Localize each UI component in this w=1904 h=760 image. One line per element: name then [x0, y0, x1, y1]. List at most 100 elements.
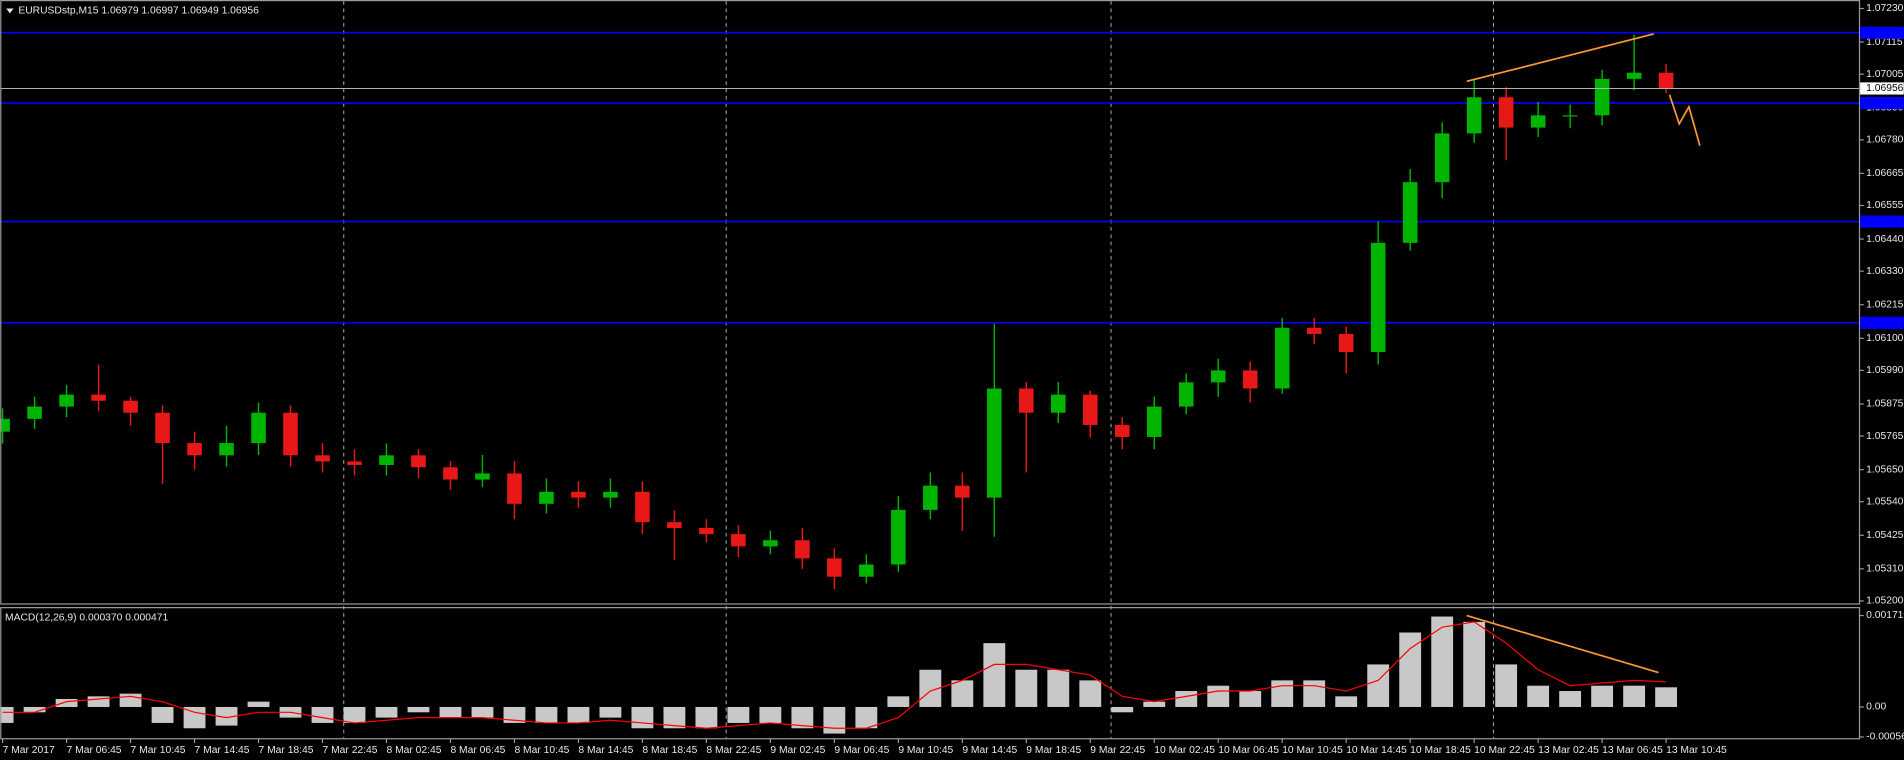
- y-tick-label: -0.000563: [1866, 732, 1904, 743]
- x-tick-label: 7 Mar 22:45: [323, 745, 378, 756]
- macd-bar: [919, 669, 942, 707]
- macd-bar: [439, 706, 462, 718]
- candle-body: [507, 473, 522, 504]
- candle-body: [1466, 97, 1482, 134]
- x-tick-label: 9 Mar 18:45: [1026, 745, 1081, 756]
- macd-bar: [343, 706, 366, 723]
- macd-bar: [1367, 664, 1390, 707]
- menu-triangle[interactable]: [6, 8, 14, 14]
- macd-bar: [631, 706, 654, 729]
- macd-bar: [887, 696, 910, 707]
- candle-body: [1274, 327, 1290, 389]
- candle-body: [1051, 394, 1066, 413]
- candle-body: [219, 443, 234, 456]
- candle-body: [283, 412, 298, 456]
- macd-bar: [311, 706, 334, 723]
- x-tick-label: 13 Mar 10:45: [1666, 745, 1727, 756]
- macd-bar: [823, 706, 846, 734]
- macd-bar: [503, 706, 526, 723]
- candle-body: [1178, 382, 1194, 407]
- candle-body: [1114, 424, 1130, 437]
- macd-bar: [1143, 701, 1166, 707]
- candle-body: [603, 491, 618, 498]
- macd-bar: [951, 680, 974, 707]
- candle-body: [475, 473, 490, 480]
- macd-bar: [1495, 664, 1518, 707]
- macd-bar: [151, 706, 174, 723]
- macd-bar: [1239, 691, 1262, 707]
- x-tick-label: 9 Mar 10:45: [898, 745, 953, 756]
- macd-bar: [759, 706, 782, 723]
- x-tick-label: 13 Mar 06:45: [1602, 745, 1663, 756]
- macd-bar: [855, 706, 878, 729]
- macd-bar: [119, 693, 142, 707]
- macd-bar: [1015, 669, 1038, 707]
- candle-body: [187, 443, 202, 456]
- candle-body: [923, 485, 938, 510]
- y-tick-label: 1.05875: [1866, 399, 1903, 410]
- y-tick-label: 1.06100: [1866, 333, 1903, 344]
- macd-bar: [1175, 691, 1198, 707]
- x-tick-label: 8 Mar 18:45: [642, 745, 697, 756]
- macd-bar: [55, 699, 78, 707]
- marks-layer: [0, 31, 1859, 734]
- candle-body: [1658, 72, 1674, 89]
- candle-body: [1370, 242, 1386, 353]
- macd-bar: [471, 706, 494, 718]
- macd-bar: [1271, 680, 1294, 707]
- y-tick-label: 1.07115: [1866, 37, 1903, 48]
- candle-body: [1210, 370, 1226, 383]
- x-tick-label: 10 Mar 02:45: [1154, 745, 1215, 756]
- candle-body: [91, 394, 106, 401]
- main-panel-frame: [0, 0, 1861, 605]
- candle-body: [1594, 78, 1610, 116]
- candle-body: [539, 491, 554, 504]
- candle-body: [59, 394, 74, 407]
- candle-body: [1146, 406, 1162, 437]
- macd-bar: [1591, 685, 1614, 707]
- candle-body: [731, 534, 746, 547]
- current-price-label: 1.06956: [1866, 83, 1903, 94]
- y-tick-label: 1.05310: [1866, 564, 1903, 575]
- macd-bar: [23, 706, 46, 713]
- candle-body: [795, 540, 810, 559]
- y-tick-label: 0.001719: [1866, 610, 1904, 621]
- macd-bar: [1463, 621, 1486, 707]
- y-tick-label: 1.06780: [1866, 135, 1903, 146]
- candle-body: [123, 400, 138, 413]
- macd-bar: [983, 643, 1006, 707]
- x-tick-label: 9 Mar 14:45: [962, 745, 1017, 756]
- candle-body: [955, 485, 970, 498]
- x-tick-label: 7 Mar 14:45: [195, 745, 250, 756]
- y-tick-label: 1.06440: [1866, 234, 1903, 245]
- candle-body: [347, 461, 362, 465]
- x-tick-label: 9 Mar 02:45: [770, 745, 825, 756]
- candle-body: [1338, 333, 1354, 353]
- level-axis-box: [1860, 316, 1904, 329]
- macd-bar: [1303, 680, 1326, 707]
- candle-body: [763, 540, 778, 547]
- macd-bar: [599, 706, 622, 718]
- candle-body: [411, 455, 426, 468]
- candle-body: [635, 491, 650, 523]
- y-tick-label: 1.06215: [1866, 299, 1903, 310]
- macd-bar: [247, 701, 270, 707]
- candle-body: [699, 527, 714, 535]
- y-tick-label: 1.06665: [1866, 168, 1903, 179]
- x-tick-label: 8 Mar 06:45: [450, 745, 505, 756]
- macd-panel-frame: [0, 607, 1861, 740]
- macd-bar: [87, 696, 110, 707]
- x-tick-label: 10 Mar 14:45: [1346, 745, 1407, 756]
- candle-body: [1242, 370, 1258, 389]
- y-tick-label: 1.07005: [1866, 69, 1903, 80]
- candle-body: [667, 522, 682, 528]
- macd-title: MACD(12,26,9) 0.000370 0.000471: [5, 613, 168, 624]
- y-tick-label: 1.07230: [1866, 3, 1903, 14]
- y-tick-label: 1.05425: [1866, 530, 1903, 541]
- x-tick-label: 9 Mar 22:45: [1090, 745, 1145, 756]
- candle-body: [1530, 115, 1546, 128]
- macd-bar: [215, 706, 238, 726]
- projection-line: [1668, 94, 1701, 146]
- x-tick-label: 8 Mar 02:45: [386, 745, 441, 756]
